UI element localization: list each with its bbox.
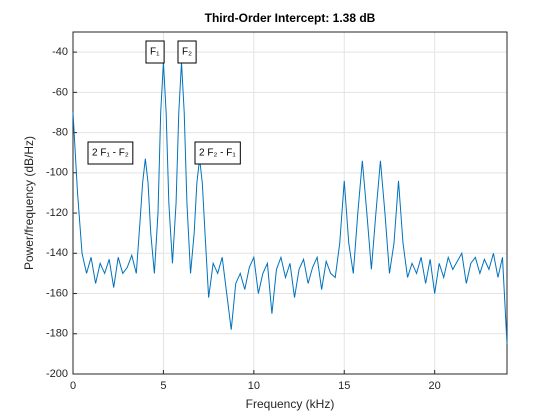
y-tick-label: -160 (46, 287, 68, 299)
annotation-label: F₂ (182, 47, 192, 58)
annotation-label: F₁ (150, 47, 160, 58)
annotation-box (145, 40, 165, 64)
spectrum-line (72, 62, 508, 344)
annotation-box (87, 141, 134, 165)
y-tick-label: -180 (46, 328, 68, 340)
plot-frame (72, 31, 508, 375)
annotation-box (194, 141, 241, 165)
annotation-label: 2 F₂ - F₁ (199, 148, 236, 159)
y-tick-label: -200 (46, 368, 68, 380)
x-tick-label: 5 (160, 380, 166, 392)
x-axis-label: Frequency (kHz) (246, 397, 335, 411)
y-tick-label: -80 (52, 126, 68, 138)
y-tick-label: -140 (46, 247, 68, 259)
y-tick-label: -120 (46, 207, 68, 219)
x-tick-label: 15 (338, 380, 350, 392)
x-tick-label: 20 (429, 380, 441, 392)
annotation-label: 2 F₁ - F₂ (92, 148, 129, 159)
x-tick-label: 10 (248, 380, 260, 392)
annotation-box (177, 40, 197, 64)
x-tick-label: 0 (70, 380, 76, 392)
y-tick-label: -60 (52, 86, 68, 98)
chart-title: Third-Order Intercept: 1.38 dB (205, 11, 376, 25)
y-tick-label: -40 (52, 46, 68, 58)
y-axis-label: Power/frequency (dB/Hz) (22, 136, 36, 270)
y-tick-label: -100 (46, 167, 68, 179)
